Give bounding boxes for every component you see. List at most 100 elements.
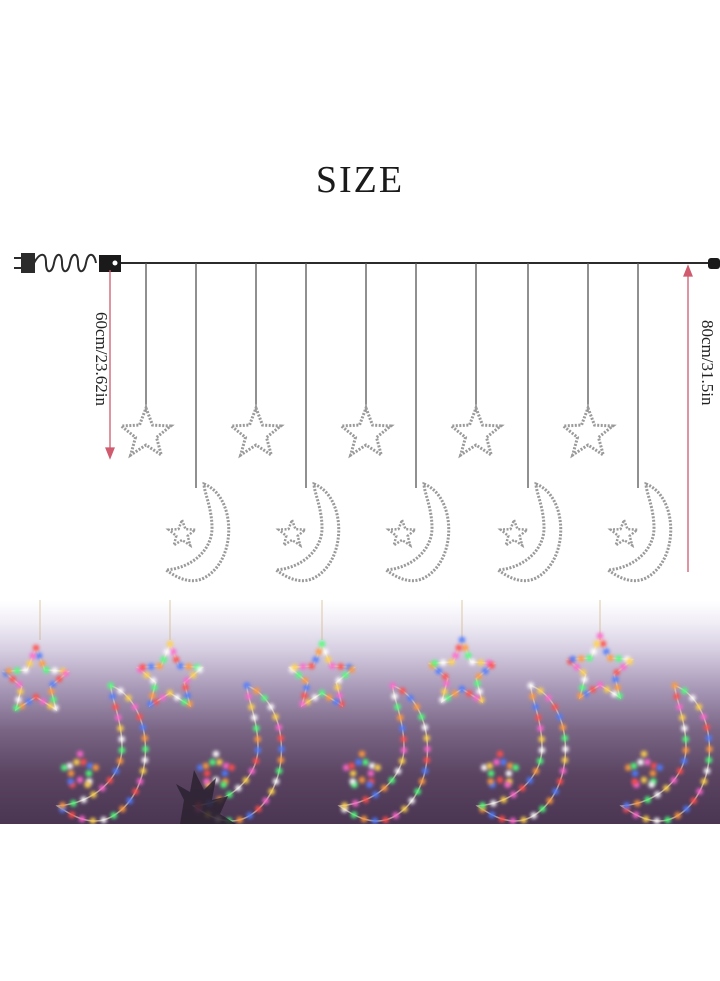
led-bead (607, 654, 614, 662)
led-bead (131, 703, 139, 711)
led-bead (603, 648, 610, 655)
led-bead (435, 667, 442, 675)
led-bead (110, 812, 118, 819)
led-bead (490, 800, 497, 807)
right-dimension-label: 80cm/31.5in (698, 320, 717, 406)
small-star-icon (385, 516, 419, 549)
led-bead (163, 648, 171, 655)
led-bead (407, 694, 414, 702)
led-bead (615, 655, 622, 662)
led-bead (530, 812, 537, 819)
led-bead (461, 644, 469, 651)
led-bead (532, 767, 540, 775)
led-bead (389, 682, 396, 689)
led-bead (106, 777, 114, 784)
led-bead (532, 703, 539, 711)
led-bead (136, 713, 143, 721)
led-bead (341, 802, 348, 809)
led-bead (84, 781, 91, 788)
led-bead (149, 692, 156, 699)
led-bead (441, 688, 448, 695)
led-bead (139, 664, 146, 671)
led-bead (89, 817, 97, 824)
led-bead (498, 815, 506, 823)
led-bead (141, 756, 149, 764)
led-bead (478, 696, 485, 704)
led-bead (538, 736, 545, 743)
led-bead (99, 784, 106, 792)
led-bead (631, 770, 639, 777)
led-bead (487, 770, 495, 777)
led-bead (689, 694, 696, 702)
led-bead (650, 762, 658, 770)
led-bead (500, 759, 507, 766)
led-bead (561, 735, 568, 742)
led-bead (67, 770, 75, 777)
led-bead (184, 692, 191, 699)
led-bead (202, 762, 210, 770)
led-bead (519, 784, 526, 792)
led-bead (222, 762, 230, 770)
led-bead (254, 747, 262, 754)
led-bead (272, 713, 279, 721)
led-bead (423, 735, 430, 742)
led-bead (76, 750, 84, 758)
led-bead (418, 778, 426, 785)
led-bead (85, 770, 93, 777)
led-bead (352, 800, 359, 807)
led-bead (32, 693, 40, 701)
led-bead (620, 663, 627, 671)
led-bead (185, 663, 192, 670)
led-bead (112, 703, 119, 711)
led-bead (32, 644, 40, 652)
led-bead (291, 664, 298, 671)
led-bead (15, 696, 22, 703)
led-bead (336, 692, 343, 699)
led-bead (529, 693, 536, 700)
led-bead (440, 659, 447, 666)
led-bead (681, 687, 688, 694)
led-bead (29, 652, 37, 659)
led-bead (616, 692, 623, 700)
led-bead (388, 777, 396, 784)
led-bead (510, 791, 517, 798)
led-bead (338, 700, 345, 708)
led-bead (392, 812, 399, 819)
led-bead (80, 796, 87, 803)
led-bead (190, 671, 197, 679)
led-bead (442, 673, 449, 680)
led-bead (625, 764, 632, 771)
led-bead (559, 767, 567, 775)
led-bead (366, 781, 373, 788)
led-bead (455, 644, 463, 651)
led-bead (39, 698, 47, 705)
led-bead (126, 797, 133, 804)
led-bead (579, 684, 586, 691)
led-bead (474, 680, 481, 687)
led-bead (335, 677, 342, 684)
led-bead (475, 673, 482, 680)
led-bead (431, 660, 438, 667)
led-bead (613, 669, 620, 676)
led-bead (182, 684, 189, 691)
led-bead (16, 681, 23, 688)
led-bead (603, 686, 611, 693)
led-bead (275, 767, 283, 775)
led-bead (13, 704, 20, 712)
led-bead (47, 702, 54, 710)
led-bead (268, 788, 275, 795)
led-bead (682, 747, 690, 754)
led-bead (117, 725, 124, 732)
led-bead (112, 767, 120, 775)
led-bead (444, 694, 451, 702)
led-bead (538, 747, 546, 754)
led-bead (156, 662, 163, 670)
led-bead (141, 735, 148, 742)
led-bead (9, 675, 16, 683)
led-bead (333, 698, 340, 706)
led-bead (562, 745, 569, 753)
led-bead (70, 800, 77, 807)
led-bead (599, 640, 607, 647)
led-bead (355, 759, 362, 766)
led-bead (334, 684, 341, 691)
